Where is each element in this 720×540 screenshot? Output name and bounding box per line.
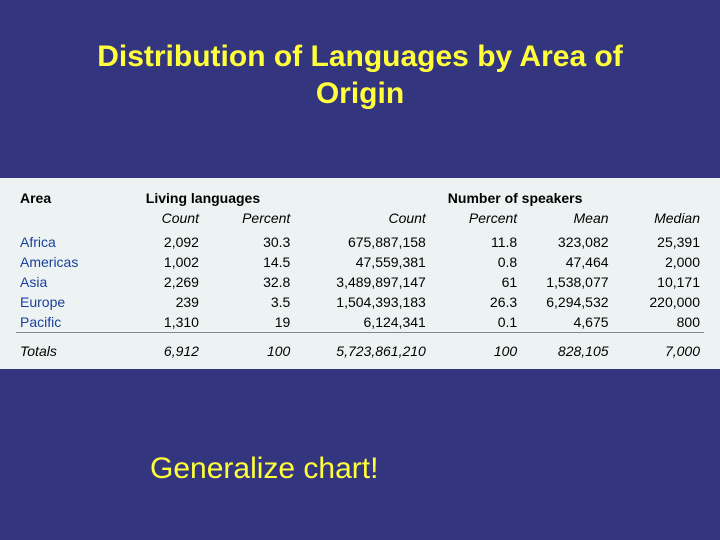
totals-mean: 828,105: [521, 333, 612, 361]
cell-spk-percent: 61: [430, 272, 521, 292]
cell-area: Asia: [16, 272, 112, 292]
subhead-spk-count: Count: [326, 208, 430, 232]
cell-spk-count: 3,489,897,147: [326, 272, 430, 292]
cell-area: Europe: [16, 292, 112, 312]
cell-lang-count: 1,002: [112, 252, 203, 272]
table-header-sub: Count Percent Count Percent Mean Median: [16, 208, 704, 232]
cell-gap: [294, 272, 326, 292]
cell-mean: 47,464: [521, 252, 612, 272]
subhead-spk-percent: Percent: [430, 208, 521, 232]
cell-gap: [294, 333, 326, 361]
title-container: Distribution of Languages by Area of Ori…: [58, 26, 662, 124]
table-header-groups: Area Living languages Number of speakers: [16, 188, 704, 208]
cell-mean: 6,294,532: [521, 292, 612, 312]
cell-median: 25,391: [613, 232, 704, 252]
totals-spk-count: 5,723,861,210: [326, 333, 430, 361]
cell-lang-percent: 3.5: [203, 292, 294, 312]
cell-lang-count: 2,269: [112, 272, 203, 292]
col-header-speakers: Number of speakers: [326, 188, 704, 208]
language-table: Area Living languages Number of speakers…: [16, 188, 704, 361]
table-row: Africa 2,092 30.3 675,887,158 11.8 323,0…: [16, 232, 704, 252]
cell-median: 800: [613, 312, 704, 333]
cell-spk-count: 6,124,341: [326, 312, 430, 333]
subhead-blank: [16, 208, 112, 232]
cell-area: Americas: [16, 252, 112, 272]
footer-container: Generalize chart!: [132, 440, 588, 498]
cell-spk-percent: 26.3: [430, 292, 521, 312]
totals-lang-percent: 100: [203, 333, 294, 361]
table-row: Europe 239 3.5 1,504,393,183 26.3 6,294,…: [16, 292, 704, 312]
table-row: Americas 1,002 14.5 47,559,381 0.8 47,46…: [16, 252, 704, 272]
page-title: Distribution of Languages by Area of Ori…: [58, 38, 662, 113]
cell-gap: [294, 252, 326, 272]
col-gap: [294, 188, 326, 208]
cell-lang-percent: 19: [203, 312, 294, 333]
cell-gap: [294, 292, 326, 312]
col-gap: [294, 208, 326, 232]
cell-area: Africa: [16, 232, 112, 252]
cell-lang-percent: 30.3: [203, 232, 294, 252]
cell-mean: 323,082: [521, 232, 612, 252]
totals-lang-count: 6,912: [112, 333, 203, 361]
cell-area: Pacific: [16, 312, 112, 333]
cell-median: 2,000: [613, 252, 704, 272]
language-table-container: Area Living languages Number of speakers…: [0, 178, 720, 369]
cell-gap: [294, 232, 326, 252]
cell-median: 220,000: [613, 292, 704, 312]
cell-spk-count: 675,887,158: [326, 232, 430, 252]
subhead-lang-count: Count: [112, 208, 203, 232]
subhead-lang-percent: Percent: [203, 208, 294, 232]
totals-spk-percent: 100: [430, 333, 521, 361]
subhead-median: Median: [613, 208, 704, 232]
col-header-area: Area: [16, 188, 112, 208]
footer-text: Generalize chart!: [150, 452, 378, 486]
cell-lang-percent: 14.5: [203, 252, 294, 272]
cell-lang-percent: 32.8: [203, 272, 294, 292]
cell-spk-percent: 11.8: [430, 232, 521, 252]
cell-median: 10,171: [613, 272, 704, 292]
cell-gap: [294, 312, 326, 333]
cell-spk-count: 1,504,393,183: [326, 292, 430, 312]
cell-spk-percent: 0.1: [430, 312, 521, 333]
cell-lang-count: 1,310: [112, 312, 203, 333]
table-row: Pacific 1,310 19 6,124,341 0.1 4,675 800: [16, 312, 704, 333]
cell-mean: 4,675: [521, 312, 612, 333]
totals-row: Totals 6,912 100 5,723,861,210 100 828,1…: [16, 333, 704, 361]
cell-lang-count: 2,092: [112, 232, 203, 252]
cell-spk-count: 47,559,381: [326, 252, 430, 272]
col-header-living-languages: Living languages: [112, 188, 295, 208]
cell-lang-count: 239: [112, 292, 203, 312]
cell-mean: 1,538,077: [521, 272, 612, 292]
totals-label: Totals: [16, 333, 112, 361]
table-row: Asia 2,269 32.8 3,489,897,147 61 1,538,0…: [16, 272, 704, 292]
totals-median: 7,000: [613, 333, 704, 361]
subhead-mean: Mean: [521, 208, 612, 232]
cell-spk-percent: 0.8: [430, 252, 521, 272]
